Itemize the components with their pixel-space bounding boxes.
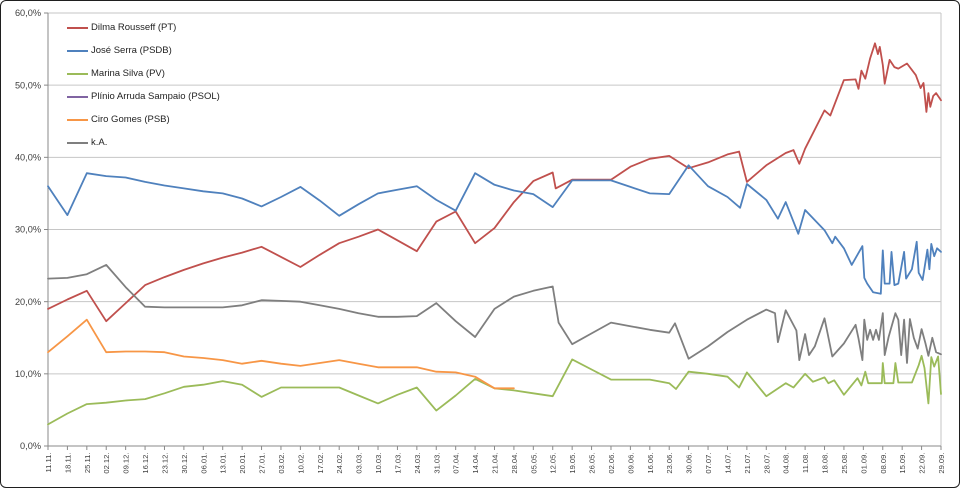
y-axis-label: 10,0% [15, 369, 41, 379]
x-axis-label: 20.01. [238, 453, 247, 474]
x-axis-label: 12.05. [549, 453, 558, 474]
x-axis-label: 17.02. [316, 453, 325, 474]
x-axis-label: 17.03. [393, 453, 402, 474]
series-line-dilma-rousseff-pt [47, 42, 942, 323]
x-axis-label: 06.01. [199, 453, 208, 474]
x-axis-label: 08.09. [879, 453, 888, 474]
legend-label: Dilma Rousseff (PT) [91, 22, 177, 33]
legend-line-swatch-icon [67, 119, 88, 121]
x-axis-label: 26.05. [588, 453, 597, 474]
x-axis-label: 04.08. [782, 453, 791, 474]
legend-item-plinio-arruda-sampaio: Plínio Arruda Sampaio (PSOL) [67, 92, 220, 102]
legend-item-ciro-gomes: Ciro Gomes (PSB) [67, 115, 220, 125]
x-axis-label: 01.09. [859, 453, 868, 474]
x-axis-label: 24.02. [335, 453, 344, 474]
x-axis-label: 18.11. [63, 453, 72, 474]
x-axis-label: 21.04. [491, 453, 500, 474]
x-axis-label: 14.04. [471, 453, 480, 474]
x-axis-label: 10.03. [374, 453, 383, 474]
x-axis-label: 03.02. [277, 453, 286, 474]
series-line-jos-serra-psdb [47, 164, 942, 295]
legend-item-marina-silva: Marina Silva (PV) [67, 69, 220, 79]
y-axis-label: 0,0% [20, 441, 41, 451]
legend-label: Ciro Gomes (PSB) [91, 114, 170, 125]
chart-legend: Dilma Rousseff (PT) José Serra (PSDB) Ma… [67, 23, 220, 148]
x-axis-label: 18.08. [821, 453, 830, 474]
x-axis-label: 03.03. [355, 453, 364, 474]
x-axis-label: 25.11. [83, 453, 92, 474]
x-axis-label: 05.05. [529, 453, 538, 474]
x-axis-label: 28.04. [510, 453, 519, 474]
x-axis-label: 30.06. [685, 453, 694, 474]
x-axis-label: 02.12. [102, 453, 111, 474]
x-axis-label: 16.12. [141, 453, 150, 474]
series-line-marina-silva-pv [47, 354, 942, 426]
x-axis-label: 28.07. [762, 453, 771, 474]
y-axis-label: 20,0% [15, 297, 41, 307]
legend-item-dilma-rousseff: Dilma Rousseff (PT) [67, 23, 220, 33]
x-axis-label: 09.12. [122, 453, 131, 474]
x-axis-label: 13.01. [219, 453, 228, 474]
legend-line-swatch-icon [67, 73, 88, 75]
x-axis-label: 16.06. [646, 453, 655, 474]
x-axis-label: 25.08. [840, 453, 849, 474]
x-axis-label: 27.01. [258, 453, 267, 474]
y-axis-label: 40,0% [15, 153, 41, 163]
series-line-k-a [47, 263, 942, 364]
x-axis-label: 23.06. [665, 453, 674, 474]
x-axis-label: 15.09. [898, 453, 907, 474]
x-axis-label: 19.05. [568, 453, 577, 474]
x-axis-label: 30.12. [180, 453, 189, 474]
legend-label: Marina Silva (PV) [91, 68, 165, 79]
x-axis-label: 29.09. [937, 453, 946, 474]
x-axis-label: 09.06. [626, 453, 635, 474]
x-axis-label: 07.07. [704, 453, 713, 474]
x-axis-label: 21.07. [743, 453, 752, 474]
legend-label: Plínio Arruda Sampaio (PSOL) [91, 91, 220, 102]
legend-line-swatch-icon [67, 96, 88, 98]
x-axis-label: 11.11. [44, 453, 53, 473]
legend-line-swatch-icon [67, 50, 88, 52]
x-axis-label: 31.03. [432, 453, 441, 474]
x-axis-label: 11.08. [801, 453, 810, 474]
x-axis-label: 10.02. [296, 453, 305, 474]
legend-label: José Serra (PSDB) [91, 45, 172, 56]
x-axis-label: 23.12. [160, 453, 169, 474]
series-line-ciro-gomes-psb [47, 318, 515, 390]
x-axis-label: 02.06. [607, 453, 616, 474]
y-axis-label: 30,0% [15, 225, 41, 235]
legend-item-jose-serra: José Serra (PSDB) [67, 46, 220, 56]
x-axis-label: 07.04. [452, 453, 461, 474]
x-axis-label: 22.09. [918, 453, 927, 474]
y-axis-label: 50,0% [15, 80, 41, 90]
legend-label: k.A. [91, 137, 108, 148]
y-axis-label: 60,0% [15, 8, 41, 18]
legend-line-swatch-icon [67, 142, 88, 144]
legend-line-swatch-icon [67, 27, 88, 29]
legend-item-ka: k.A. [67, 138, 220, 148]
x-axis-label: 14.07. [723, 453, 732, 474]
x-axis-label: 24.03. [413, 453, 422, 474]
